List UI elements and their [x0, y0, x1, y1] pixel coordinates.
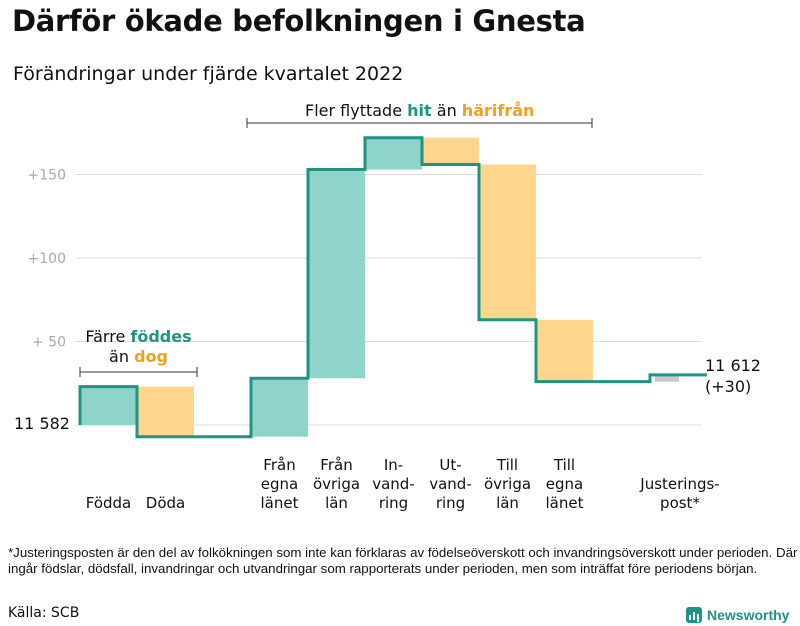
category-label: Från egna länet: [260, 456, 299, 512]
top-note: Fler flyttade hit än härifrån: [305, 101, 535, 120]
cumulative-line: [78, 136, 707, 439]
category-label: Till övriga län: [483, 456, 532, 512]
waterfall-chart: +150 +100 + 50: [28, 118, 707, 439]
footnote: *Justeringsposten är den del av folkökni…: [8, 545, 798, 576]
brand-logo: Newsworthy: [686, 604, 789, 626]
source: Källa: SCB: [8, 605, 80, 621]
chart-subtitle: Förändringar under fjärde kvartalet 2022: [13, 63, 404, 85]
left-note: Färre föddes än dog: [85, 327, 192, 366]
category-label: Justerings-post*: [640, 475, 720, 512]
category-label: In-vand-ring: [372, 456, 415, 512]
bar-döda: [137, 386, 194, 437]
brand-name: Newsworthy: [707, 607, 790, 623]
category-label: Döda: [145, 494, 186, 512]
y-tick-label: + 50: [32, 335, 66, 351]
end-value-label: 11 612 (+30): [705, 356, 761, 396]
bar-från-övriga-län: [308, 169, 365, 379]
category-label: Till egna länet: [545, 456, 584, 512]
chart-title: Därför ökade befolkningen i Gnesta: [12, 4, 586, 38]
bar-till-egna-länet: [536, 319, 593, 382]
bar-in-vandring: [365, 137, 422, 170]
bar-till-övriga-län: [479, 164, 536, 320]
bar-ut-vandring: [422, 137, 479, 165]
start-value-label: 11 582: [14, 414, 70, 433]
bar-födda: [80, 386, 137, 425]
y-tick-label: +100: [28, 251, 66, 267]
bar-justerings-post-: [655, 374, 679, 382]
y-tick-label: +150: [28, 168, 66, 184]
category-label: Ut-vand-ring: [429, 456, 472, 512]
category-label: Från övriga län: [312, 456, 361, 512]
category-label: Födda: [85, 494, 132, 512]
bar-från-egna-länet: [251, 378, 308, 437]
bar-chart-icon: [686, 607, 702, 623]
